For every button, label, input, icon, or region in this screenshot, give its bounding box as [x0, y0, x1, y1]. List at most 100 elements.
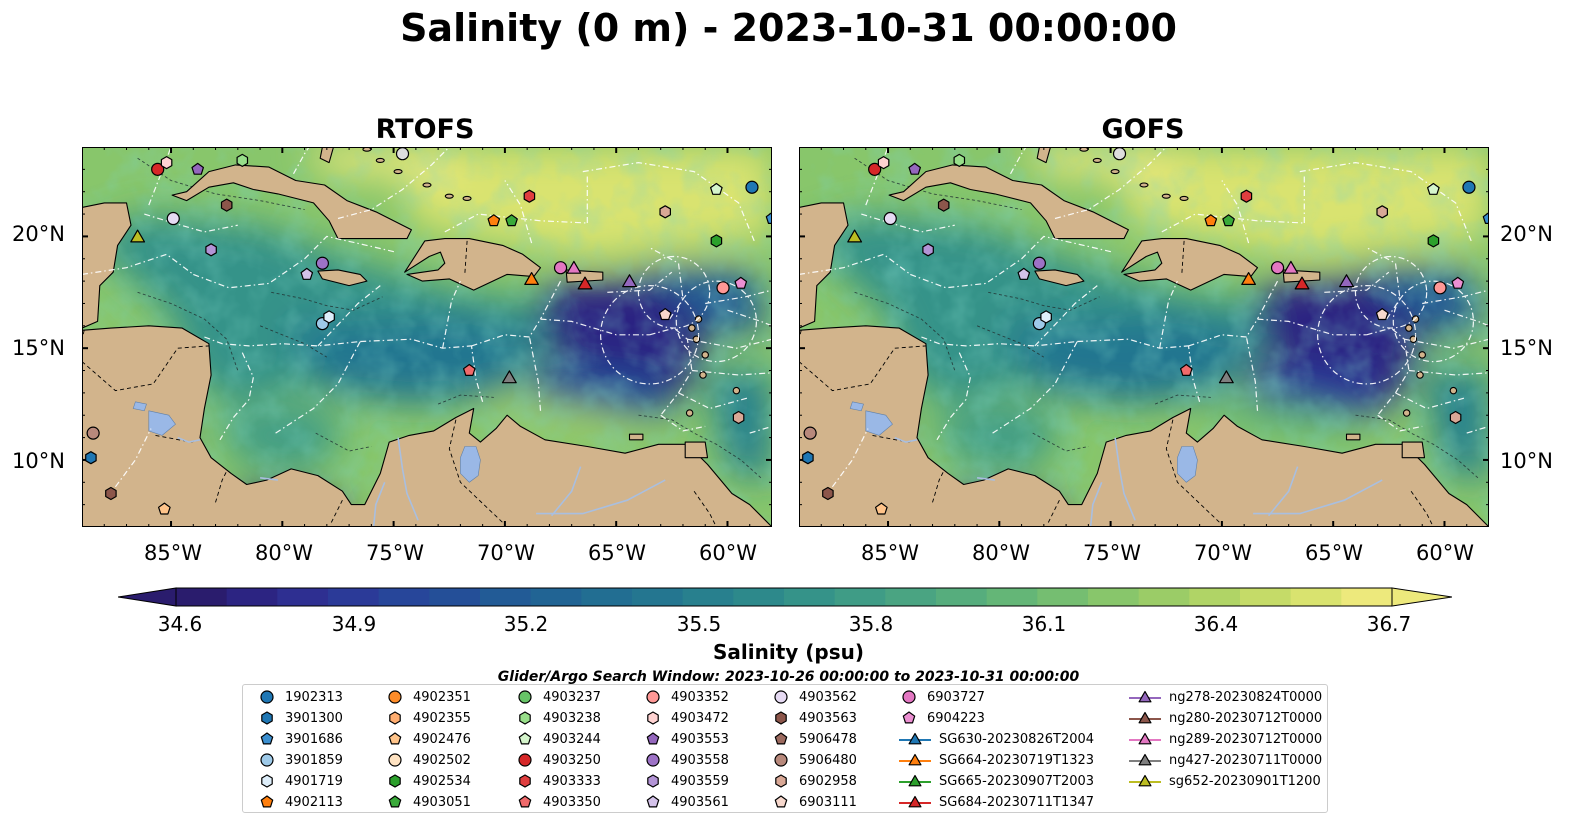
argo-float-marker [463, 363, 476, 376]
legend-label: SG684-20230711T1347 [939, 794, 1095, 810]
pentagon-symbol [902, 711, 916, 724]
circle-marker-icon [646, 753, 660, 767]
legend-item: SG684-20230711T1347 [899, 792, 1094, 812]
legend-item: sg652-20230901T1200 [1129, 771, 1321, 791]
colorbar-segment [429, 588, 481, 606]
legend-item: SG665-20230907T2003 [899, 771, 1094, 791]
pentagon-marker-icon [646, 732, 660, 745]
legend-label: 4902502 [413, 752, 471, 768]
legend-label: 4903563 [799, 710, 857, 726]
argo-float-marker [1204, 214, 1218, 227]
triangle-symbol [908, 732, 922, 745]
triangle-marker-icon [1129, 711, 1161, 724]
legend-label: 4903558 [671, 752, 729, 768]
colorbar-tick: 36.4 [1193, 612, 1239, 636]
hexagon-symbol [647, 711, 659, 725]
triangle-marker-icon [1129, 690, 1161, 703]
lon-label-85w-right: 85°W [861, 541, 919, 565]
pentagon-marker-icon [518, 732, 532, 745]
colorbar-tick: 34.9 [331, 612, 377, 636]
argo-float-marker [658, 308, 672, 321]
observation-markers [802, 147, 1489, 515]
colorbar-tick: 34.6 [157, 612, 203, 636]
glider-marker [1339, 274, 1354, 288]
colorbar-segment [480, 588, 532, 606]
circle-marker-icon [774, 753, 788, 767]
glider-marker [1241, 272, 1256, 285]
legend-label: 4903472 [671, 710, 729, 726]
glider-marker [847, 229, 863, 243]
lon-label-70w: 70°W [477, 541, 535, 565]
lakes [132, 401, 481, 483]
colorbar-segment [632, 588, 684, 606]
argo-float-marker [1032, 256, 1046, 270]
hexagon-symbol [389, 711, 401, 725]
legend-label: 6903111 [799, 794, 857, 810]
legend-item: ng289-20230712T0000 [1129, 729, 1322, 749]
colorbar-segment [1037, 588, 1089, 606]
map-panel-rtofs[interactable] [82, 147, 772, 527]
colorbar-segment [733, 588, 785, 606]
legend-item: 4903244 [515, 729, 601, 749]
hexagon-symbol [775, 774, 787, 788]
map-panel-gofs[interactable] [799, 147, 1489, 527]
argo-float-marker [395, 147, 410, 161]
triangle-symbol [908, 753, 922, 766]
legend-item: 4903350 [515, 792, 601, 812]
colorbar-extend-low [118, 587, 177, 607]
legend-label: SG630-20230826T2004 [939, 731, 1095, 747]
colorbar-segment [936, 588, 988, 606]
circle-symbol [646, 690, 660, 704]
panel-title-gofs: GOFS [1101, 114, 1185, 145]
legend: 1902313 3901300 3901686 3901859 4901719 49021… [242, 684, 1328, 813]
legend-item: 4903558 [643, 750, 729, 770]
legend-item: 4902351 [385, 687, 471, 707]
lon-label-85w: 85°W [144, 541, 202, 565]
argo-float-marker [953, 153, 966, 167]
legend-item: 4903561 [643, 792, 729, 812]
legend-label: 4903561 [671, 794, 729, 810]
land-hispaniola [1121, 238, 1259, 291]
panel-title-rtofs: RTOFS [375, 114, 475, 145]
legend-label: 6904223 [927, 710, 985, 726]
legend-label: 4903553 [671, 731, 729, 747]
argo-float-marker [1482, 211, 1489, 224]
pentagon-symbol [260, 795, 274, 808]
hexagon-marker-icon [775, 774, 787, 788]
colorbar-segment [378, 588, 430, 606]
legend-label: 4903333 [543, 773, 601, 789]
pentagon-marker-icon [388, 732, 402, 745]
figure-title: Salinity (0 m) - 2023-10-31 00:00:00 [400, 6, 1177, 50]
glider-marker [1218, 370, 1234, 384]
legend-item: 4903237 [515, 687, 601, 707]
legend-item: 6902958 [771, 771, 857, 791]
argo-float-marker [1433, 281, 1447, 295]
glider-marker [130, 229, 146, 243]
legend-item: 6903727 [899, 687, 985, 707]
colorbar-segment [1088, 588, 1140, 606]
circle-symbol [518, 690, 532, 704]
observation-markers [85, 147, 772, 515]
lat-label-10n: 10°N [12, 449, 65, 473]
legend-label: SG665-20230907T2003 [939, 773, 1095, 789]
argo-float-marker [1040, 310, 1052, 324]
legend-item: 4903553 [643, 729, 729, 749]
glider-marker [577, 276, 593, 290]
land-jamaica [1034, 269, 1085, 287]
search-window-text: Glider/Argo Search Window: 2023-10-26 00… [497, 669, 1080, 685]
hexagon-marker-icon [519, 774, 531, 788]
legend-label: 4902476 [413, 731, 471, 747]
legend-label: 4902113 [285, 794, 343, 810]
argo-float-marker [1376, 205, 1388, 219]
pentagon-marker-icon [646, 795, 660, 808]
legend-label: ng278-20230824T0000 [1169, 689, 1323, 705]
lon-label-70w-right: 70°W [1194, 541, 1252, 565]
legend-item: ng280-20230712T0000 [1129, 708, 1322, 728]
circle-marker-icon [260, 690, 274, 704]
argo-float-marker [1427, 234, 1440, 248]
circle-symbol [646, 753, 660, 767]
eez-boundaries [82, 147, 772, 488]
rivers [177, 436, 666, 527]
rivers [894, 436, 1383, 527]
lon-label-60w-right: 60°W [1416, 541, 1474, 565]
